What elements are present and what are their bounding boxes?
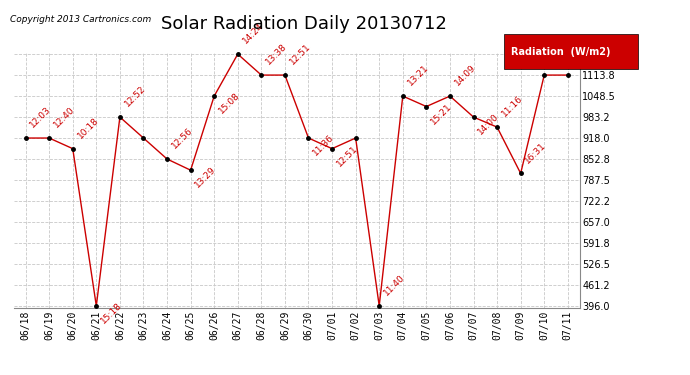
Text: 14:00: 14:00: [476, 112, 501, 136]
Text: 14:24: 14:24: [241, 21, 265, 46]
Text: 12:: 12:: [571, 50, 587, 67]
Text: 12:03: 12:03: [28, 105, 53, 130]
Text: 16:31: 16:31: [524, 140, 548, 165]
Text: 15:21: 15:21: [429, 101, 454, 126]
Text: 13:21: 13:21: [406, 63, 430, 88]
Text: Radiation  (W/m2): Radiation (W/m2): [511, 47, 610, 57]
Text: 13:38: 13:38: [264, 42, 289, 67]
Text: 15:08: 15:08: [217, 91, 241, 116]
Text: 12:56: 12:56: [170, 126, 195, 151]
Text: 12:51: 12:51: [288, 42, 313, 67]
Text: 11:40: 11:40: [382, 273, 406, 297]
Text: 10:18: 10:18: [75, 116, 100, 140]
Text: 14:09: 14:09: [453, 63, 477, 88]
Text: Solar Radiation Daily 20130712: Solar Radiation Daily 20130712: [161, 15, 446, 33]
Text: 11:36: 11:36: [311, 133, 336, 158]
Text: Copyright 2013 Cartronics.com: Copyright 2013 Cartronics.com: [10, 15, 152, 24]
Text: 13:: 13:: [547, 50, 564, 67]
Text: 12:40: 12:40: [52, 105, 77, 130]
Text: 13:29: 13:29: [193, 165, 218, 190]
Text: 12:52: 12:52: [123, 84, 147, 109]
Text: 15:18: 15:18: [99, 301, 124, 326]
Text: 11:16: 11:16: [500, 94, 524, 119]
Text: 12:51: 12:51: [335, 144, 359, 168]
